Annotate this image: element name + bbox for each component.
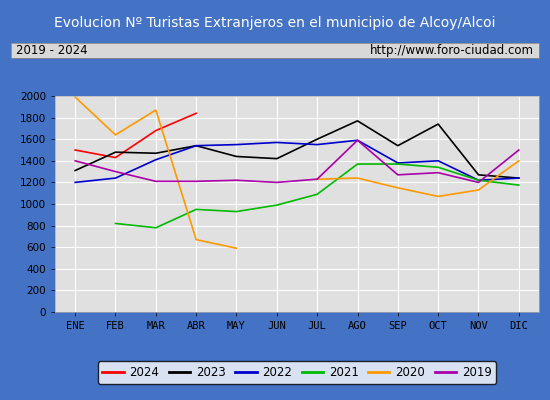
Text: 2019 - 2024: 2019 - 2024 <box>16 44 88 57</box>
Legend: 2024, 2023, 2022, 2021, 2020, 2019: 2024, 2023, 2022, 2021, 2020, 2019 <box>98 362 496 384</box>
Text: http://www.foro-ciudad.com: http://www.foro-ciudad.com <box>370 44 534 57</box>
Text: Evolucion Nº Turistas Extranjeros en el municipio de Alcoy/Alcoi: Evolucion Nº Turistas Extranjeros en el … <box>54 16 496 30</box>
